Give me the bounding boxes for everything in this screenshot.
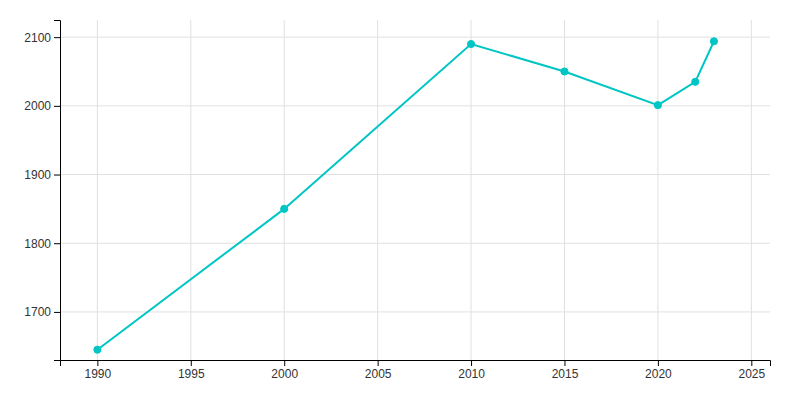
y-tick-mark (54, 312, 60, 313)
x-tick: 2020 (645, 360, 672, 381)
x-tick-mark (658, 360, 659, 366)
point (467, 40, 474, 47)
grid-line-y (60, 311, 770, 312)
y-tick-label: 1900 (24, 168, 51, 182)
x-tick-label: 2005 (365, 367, 392, 381)
grid-line-x (471, 20, 472, 360)
plot-area: 1990 1995 2000 2005 2010 2015 2020 2025 1700 1800… (24, 20, 770, 381)
y-tick: 1800 (24, 237, 60, 251)
grid-line-x (657, 20, 658, 360)
y-tick: 1700 (24, 305, 60, 319)
grid-line-x (284, 20, 285, 360)
grid (60, 20, 770, 360)
x-tick-label: 2025 (738, 367, 765, 381)
x-tick: 2025 (738, 360, 765, 381)
grid-line-y (60, 105, 770, 106)
y-tick-label: 2100 (24, 31, 51, 45)
y-tick-label: 2000 (24, 99, 51, 113)
x-tick-label: 1995 (178, 367, 205, 381)
x-axis-line (61, 361, 771, 367)
x-tick: 1990 (85, 360, 112, 381)
point (94, 346, 101, 353)
y-tick: 2100 (24, 31, 60, 45)
y-tick-label: 1800 (24, 237, 51, 251)
y-tick: 1900 (24, 168, 60, 182)
x-tick-mark (564, 360, 565, 366)
grid-line-x (751, 20, 752, 360)
x-tick-mark (751, 360, 752, 366)
x-tick-mark (284, 360, 285, 366)
x-tick-label: 2010 (458, 367, 485, 381)
x-tick-mark (191, 360, 192, 366)
x-tick: 2015 (552, 360, 579, 381)
x-tick-label: 2015 (552, 367, 579, 381)
chart: 1990 1995 2000 2005 2010 2015 2020 2025 1700 1800… (0, 0, 800, 400)
x-tick-mark (471, 360, 472, 366)
y-tick-label: 1700 (24, 305, 51, 319)
line (97, 41, 714, 349)
grid-line-x (97, 20, 98, 360)
grid-line-y (60, 243, 770, 244)
x-tick: 2000 (271, 360, 298, 381)
x-tick: 1995 (178, 360, 205, 381)
x-axis: 1990 1995 2000 2005 2010 2015 2020 2025 (61, 360, 771, 381)
y-tick-mark (54, 175, 60, 176)
point (561, 68, 568, 75)
y-tick-mark (54, 106, 60, 107)
x-tick-label: 2000 (271, 367, 298, 381)
y-axis-line (54, 21, 61, 361)
x-tick-mark (97, 360, 98, 366)
x-tick-label: 2020 (645, 367, 672, 381)
y-axis: 1700 1800 1900 2000 2100 (24, 21, 60, 361)
y-tick-mark (54, 37, 60, 38)
y-tick: 2000 (24, 99, 60, 113)
point (654, 102, 661, 109)
grid-line-y (60, 37, 770, 38)
x-tick: 2005 (365, 360, 392, 381)
point (281, 205, 288, 212)
grid-line-x (377, 20, 378, 360)
series (94, 38, 718, 354)
point (710, 38, 717, 45)
x-tick: 2010 (458, 360, 485, 381)
grid-line-x (190, 20, 191, 360)
grid-line-y (60, 174, 770, 175)
x-tick-label: 1990 (85, 367, 112, 381)
y-tick-mark (54, 243, 60, 244)
point (692, 78, 699, 85)
x-tick-mark (378, 360, 379, 366)
